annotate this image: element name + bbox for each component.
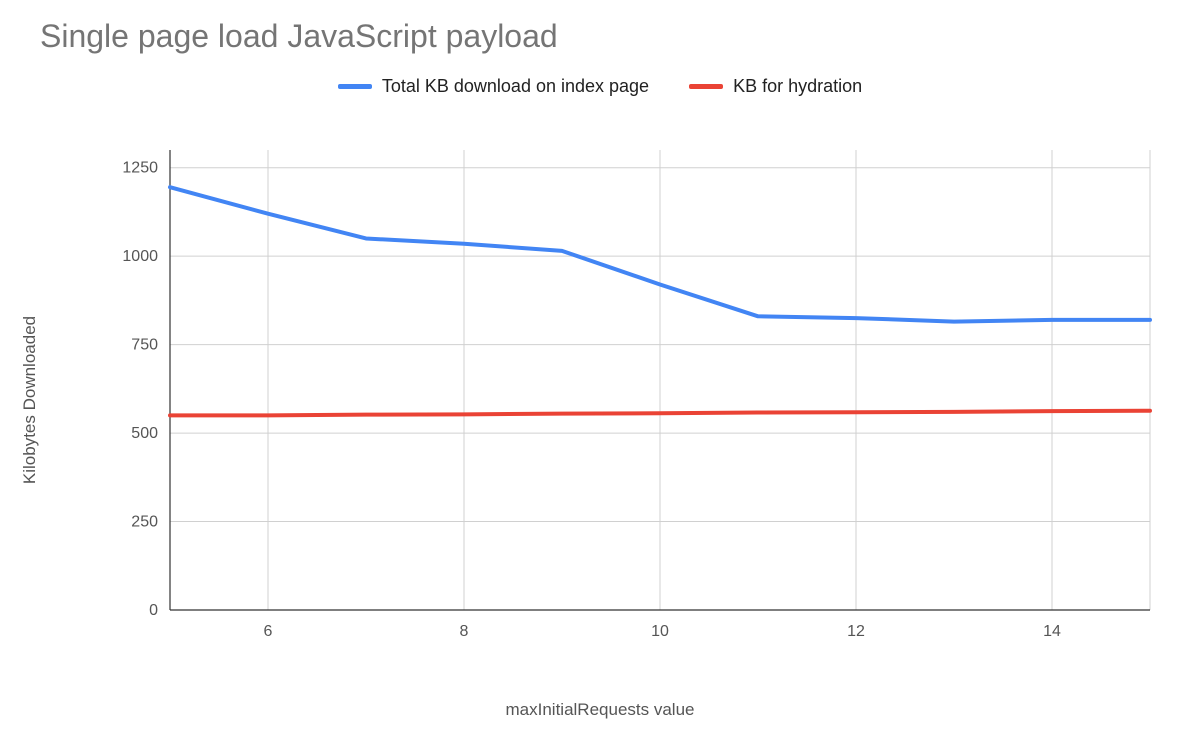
legend-swatch-2 [689,84,723,89]
y-axis-label: Kilobytes Downloaded [20,316,40,484]
x-tick-label: 10 [651,623,669,640]
x-tick-label: 6 [264,623,273,640]
legend-label-2: KB for hydration [733,76,862,97]
legend-label-1: Total KB download on index page [382,76,649,97]
y-tick-label: 1250 [122,160,158,177]
x-tick-label: 12 [847,623,865,640]
legend-swatch-1 [338,84,372,89]
series-line-2 [170,411,1150,416]
legend-item-2: KB for hydration [689,76,862,97]
plot-svg: 02505007501000125068101214 [140,130,1160,650]
y-tick-label: 250 [131,514,158,531]
y-tick-label: 0 [149,602,158,619]
x-axis-label: maxInitialRequests value [0,700,1200,720]
x-tick-label: 8 [460,623,469,640]
chart-container: Single page load JavaScript payload Tota… [0,0,1200,742]
y-tick-label: 750 [131,337,158,354]
legend-item-1: Total KB download on index page [338,76,649,97]
plot-area: 02505007501000125068101214 [140,130,1160,650]
y-tick-label: 500 [131,425,158,442]
legend: Total KB download on index page KB for h… [0,76,1200,97]
x-tick-label: 14 [1043,623,1061,640]
chart-title: Single page load JavaScript payload [40,18,558,55]
y-tick-label: 1000 [122,248,158,265]
